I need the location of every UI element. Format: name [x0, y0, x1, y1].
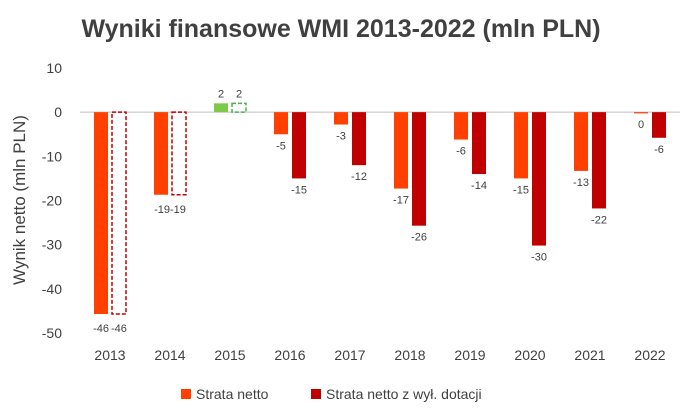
data-label: -46 [93, 323, 109, 335]
bar-strata-netto-2020 [514, 112, 528, 179]
bar-strata-netto-2018 [394, 112, 408, 189]
x-tick-label: 2021 [574, 347, 605, 363]
x-tick-label: 2020 [514, 347, 545, 363]
legend-swatch-strata-netto [181, 389, 191, 399]
data-label: 2 [218, 88, 224, 100]
x-tick-label: 2018 [394, 347, 425, 363]
y-tick-label: -50 [42, 325, 62, 341]
data-label: -30 [531, 252, 547, 264]
bar-strata-netto-z-wyl-dotacji-2022 [652, 112, 666, 138]
legend-swatch-strata-netto-z-wyl-dotacji [311, 389, 321, 399]
bar-strata-netto-2017 [334, 112, 348, 125]
data-label: 2 [236, 88, 242, 100]
y-tick-label: 10 [46, 60, 62, 76]
y-tick-label: 0 [54, 104, 62, 120]
data-label: -6 [654, 144, 664, 156]
x-tick-label: 2017 [334, 347, 365, 363]
bar-strata-netto-2013 [94, 112, 108, 315]
bar-strata-netto-2016 [274, 112, 288, 135]
y-tick-label: -20 [42, 193, 62, 209]
y-axis-ticks: 10 0 -10 -20 -30 -40 -50 [42, 60, 62, 341]
bar-strata-netto-2021 [574, 112, 588, 171]
data-label: -26 [411, 232, 427, 244]
legend-label-strata-netto-z-wyl-dotacji: Strata netto z wył. dotacji [326, 386, 482, 402]
bar-strata-netto-z-wyl-dotacji-2015 [231, 102, 247, 113]
y-tick-label: -30 [42, 237, 62, 253]
data-label: -13 [573, 177, 589, 189]
bar-strata-netto-2015 [214, 103, 228, 113]
data-label: -46 [111, 323, 127, 335]
bar-strata-netto-2022 [634, 112, 648, 114]
data-label: -12 [351, 171, 367, 183]
bar-strata-netto-2014 [154, 112, 168, 195]
x-tick-label: 2019 [454, 347, 485, 363]
data-label: -19 [154, 204, 170, 216]
data-label: -17 [393, 195, 409, 207]
chart-title: Wyniki finansowe WMI 2013-2022 (mln PLN) [81, 15, 600, 43]
x-tick-label: 2015 [214, 347, 245, 363]
bar-strata-netto-z-wyl-dotacji-2016 [292, 112, 306, 179]
bars [94, 102, 666, 315]
legend-label-strata-netto: Strata netto [196, 386, 269, 402]
x-tick-label: 2022 [634, 347, 665, 363]
bar-strata-netto-z-wyl-dotacji-2014 [171, 111, 187, 196]
bar-strata-netto-z-wyl-dotacji-2021 [592, 112, 606, 209]
bar-strata-netto-z-wyl-dotacji-2013 [111, 111, 127, 315]
data-label: 0 [638, 119, 644, 131]
x-tick-label: 2016 [274, 347, 305, 363]
bar-strata-netto-z-wyl-dotacji-2020 [532, 112, 546, 246]
x-tick-label: 2013 [94, 347, 125, 363]
data-labels: -46 -46 -19 -19 2 2 -5 -15 -3 -12 -17 -26 -6 -14 -15 -3… [93, 88, 664, 335]
y-axis-label: Wynik netto (mln PLN) [10, 115, 29, 285]
data-label: -22 [591, 214, 607, 226]
x-tick-label: 2014 [154, 347, 185, 363]
data-label: -3 [336, 131, 346, 143]
bar-strata-netto-2019 [454, 112, 468, 140]
data-label: -19 [170, 204, 186, 216]
data-label: -5 [276, 140, 286, 152]
data-label: -6 [456, 146, 466, 158]
data-label: -15 [513, 184, 529, 196]
bar-strata-netto-z-wyl-dotacji-2017 [352, 112, 366, 166]
x-axis-ticks: 2013 2014 2015 2016 2017 2018 2019 2020 2021 2022 [94, 347, 665, 363]
data-label: -15 [291, 184, 307, 196]
bar-strata-netto-z-wyl-dotacji-2019 [472, 112, 486, 174]
bar-strata-netto-z-wyl-dotacji-2018 [412, 112, 426, 226]
y-tick-label: -10 [42, 148, 62, 164]
data-label: -14 [471, 180, 487, 192]
y-tick-label: -40 [42, 281, 62, 297]
legend: Strata netto Strata netto z wył. dotacji [181, 386, 482, 402]
